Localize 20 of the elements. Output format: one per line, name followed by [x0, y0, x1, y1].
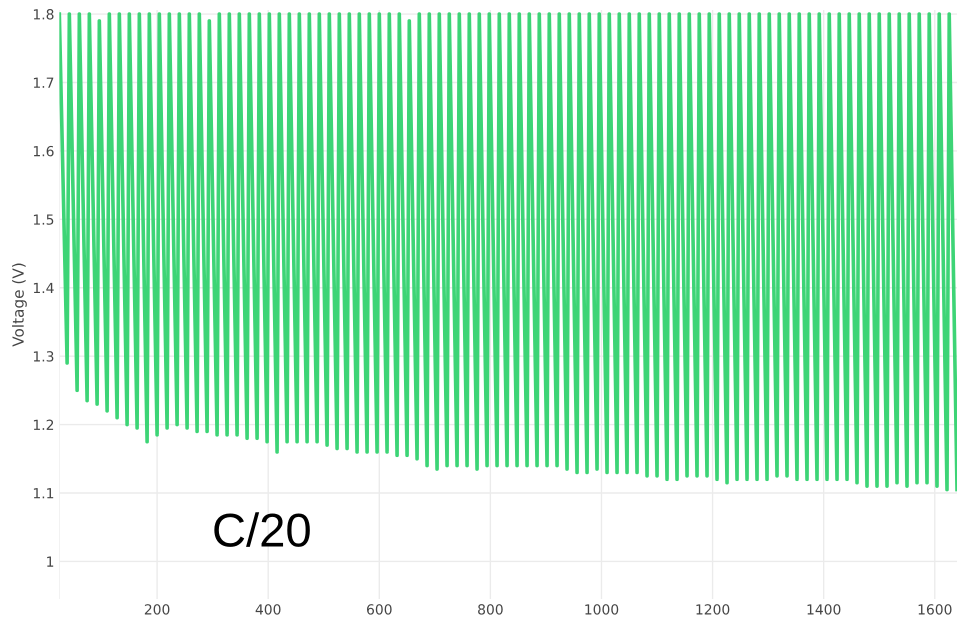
x-tick-label: 1400	[808, 604, 840, 615]
y-axis-title: Voltage (V)	[12, 264, 27, 347]
x-tick-label: 400	[256, 604, 281, 615]
y-tick-label: 1.4	[34, 282, 54, 294]
x-tick-label: 800	[478, 604, 503, 615]
y-tick-label: 1.7	[34, 78, 54, 88]
annotation: C/20	[214, 512, 310, 547]
line-series	[59, 12, 957, 492]
y-tick-label: 1.5	[34, 214, 54, 225]
x-tick-label: 1600	[918, 604, 952, 615]
y-tick-label: 1	[47, 556, 54, 567]
y-tick-label: 1.3	[34, 351, 54, 362]
y-tick-label: 1.6	[34, 146, 54, 156]
x-tick-label: 1000	[585, 604, 618, 615]
y-tick-label: 1.8	[34, 9, 54, 20]
x-tick-label: 600	[367, 604, 392, 615]
y-tick-label: 1.1	[34, 488, 54, 498]
y-tick-label: 1.2	[34, 420, 54, 430]
x-tick-label: 1200	[696, 604, 730, 615]
x-tick-label: 200	[144, 604, 170, 615]
